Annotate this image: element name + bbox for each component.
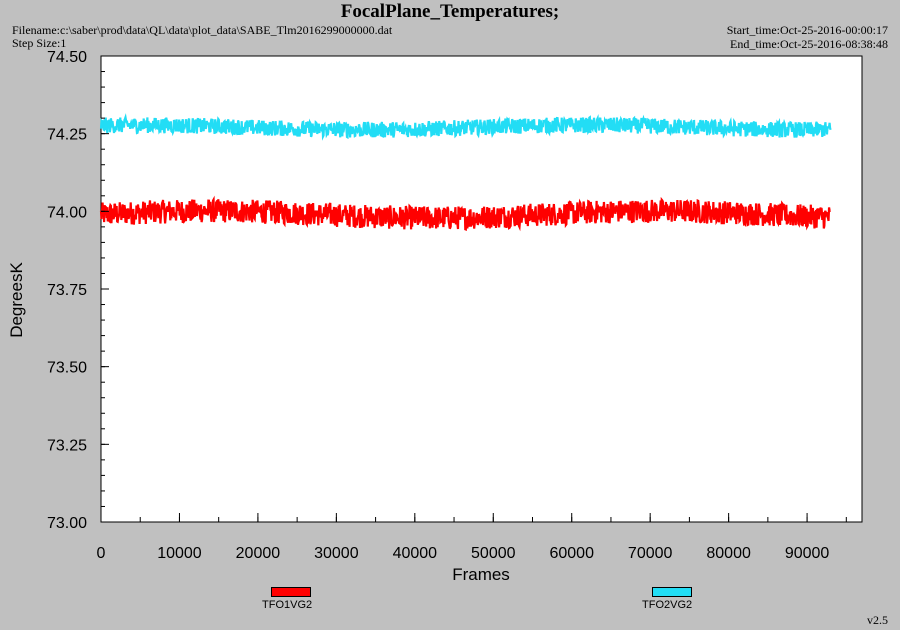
- x-tick-label: 30000: [314, 545, 359, 562]
- x-tick-label: 0: [97, 545, 106, 562]
- legend-swatch-tfo2vg2: [652, 587, 692, 597]
- plot-area: [100, 55, 863, 523]
- y-tick-label: 73.50: [47, 360, 87, 377]
- x-tick-label: 70000: [628, 545, 673, 562]
- version-label: v2.5: [867, 613, 888, 627]
- legend-label-tfo1vg2: TFO1VG2: [262, 599, 313, 611]
- series-line-tfo2vg2: [99, 113, 832, 141]
- y-tick-label: 73.75: [47, 282, 87, 299]
- legend-label-tfo2vg2: TFO2VG2: [642, 599, 693, 611]
- y-tick-label: 73.25: [47, 437, 87, 454]
- x-tick-label: 80000: [706, 545, 751, 562]
- filename-label: Filename:c:\saber\prod\data\QL\data\plot…: [12, 23, 393, 37]
- x-tick-label: 10000: [157, 545, 202, 562]
- chart-title: FocalPlane_Temperatures;: [340, 1, 560, 22]
- y-tick-label: 74.25: [47, 127, 87, 144]
- x-tick-label: 20000: [236, 545, 281, 562]
- x-tick-label: 40000: [393, 545, 438, 562]
- x-tick-label: 90000: [785, 545, 830, 562]
- x-tick-label: 50000: [471, 545, 516, 562]
- start-time-label: Start_time:Oct-25-2016-00:00:17: [726, 23, 888, 37]
- y-tick-label: 73.00: [47, 515, 87, 532]
- y-tick-label: 74.00: [47, 204, 87, 221]
- x-axis-label: Frames: [452, 565, 510, 584]
- x-tick-label: 60000: [549, 545, 594, 562]
- end-time-label: End_time:Oct-25-2016-08:38:48: [730, 37, 888, 51]
- step-size-label: Step Size:1: [12, 36, 67, 50]
- y-tick-label: 74.50: [47, 49, 87, 66]
- series-line-tfo1vg2: [99, 195, 831, 232]
- legend-swatch-tfo1vg2: [271, 587, 311, 597]
- y-axis-label: DegreesK: [7, 262, 26, 338]
